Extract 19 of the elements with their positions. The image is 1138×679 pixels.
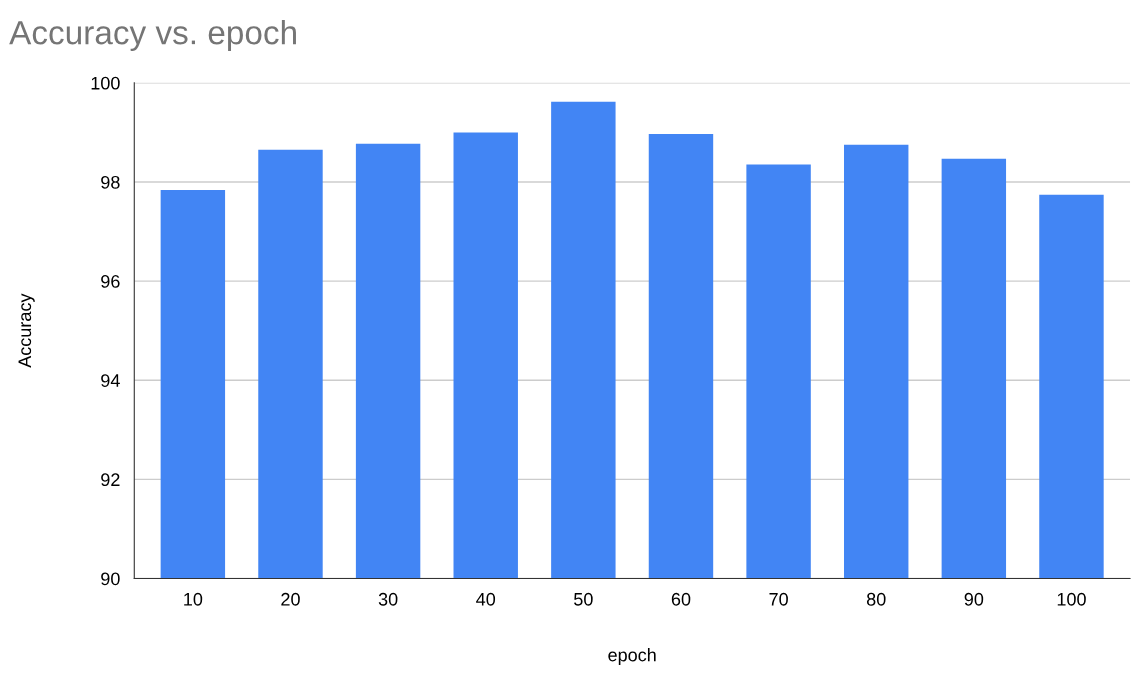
y-tick-label: 92 (101, 473, 120, 487)
chart-title: Accuracy vs. epoch (9, 19, 296, 52)
x-tick-label: 100 (1057, 592, 1086, 606)
x-tick-label: 30 (378, 592, 398, 606)
y-tick-label: 94 (101, 374, 120, 387)
y-axis-title: Accuracy (18, 293, 35, 368)
x-tick-label: 90 (964, 592, 984, 606)
x-tick-label: 10 (184, 592, 203, 606)
y-tick-label: 98 (101, 175, 120, 189)
y-tick-label: 96 (101, 275, 120, 288)
x-tick-label: 80 (866, 592, 886, 606)
x-tick-label: 20 (281, 592, 300, 606)
x-axis-title: epoch (608, 648, 656, 665)
x-tick-label: 60 (671, 592, 691, 606)
x-tick-label: 50 (574, 592, 593, 606)
y-tick-label: 100 (91, 76, 120, 90)
x-tick-label: 70 (769, 592, 788, 606)
x-tick-label: 40 (476, 592, 496, 606)
y-tick-label: 90 (101, 572, 120, 586)
